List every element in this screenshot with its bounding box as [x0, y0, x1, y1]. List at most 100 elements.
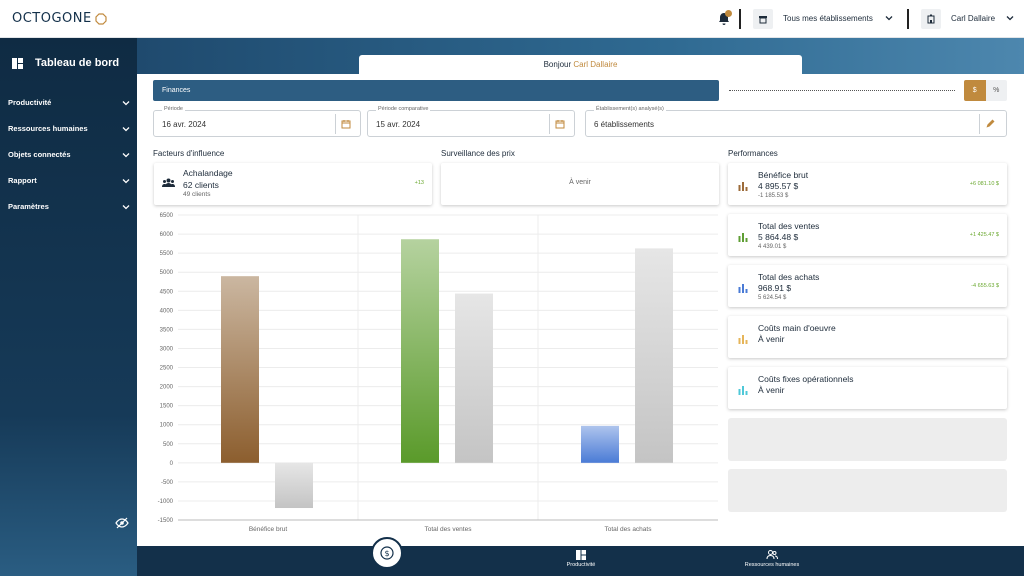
performance-title: Total des ventes — [758, 221, 820, 231]
chevron-down-icon — [122, 178, 130, 183]
bar — [455, 293, 493, 463]
sidebar-title: Tableau de bord — [35, 57, 120, 69]
notification-badge — [725, 10, 732, 17]
field-label: Établissement(s) analysé(s) — [594, 106, 666, 112]
y-tick-label: 4500 — [160, 289, 174, 295]
calendar-icon — [341, 120, 350, 129]
performance-delta: +1 425.47 $ — [969, 232, 999, 238]
performance-delta: +6 081.10 $ — [969, 181, 999, 187]
finances-nav-button[interactable]: $ — [371, 537, 403, 569]
toggle-percent[interactable]: % — [985, 80, 1007, 101]
field-label: Période — [162, 106, 185, 112]
currency-toggle: $ % — [964, 80, 1007, 101]
y-tick-label: 2000 — [160, 385, 174, 391]
performance-title: Coûts main d'oeuvre — [758, 323, 836, 333]
building-icon — [927, 14, 935, 24]
y-tick-label: 5500 — [160, 251, 174, 257]
performance-value: 5 864.48 $ — [758, 232, 799, 242]
sidebar-item-ressources-humaines[interactable]: Ressources humaines — [8, 124, 130, 133]
y-tick-label: -1500 — [158, 518, 174, 524]
y-tick-label: -1000 — [158, 499, 174, 505]
sidebar-item-parametres[interactable]: Paramètres — [8, 202, 130, 211]
performance-sub: 4 439.01 $ — [758, 244, 787, 250]
edit-button[interactable] — [979, 114, 999, 134]
chevron-down-icon[interactable] — [885, 14, 893, 22]
bar-chart-icon — [738, 284, 748, 293]
performance-value: À venir — [758, 334, 785, 344]
section-performances: Performances — [728, 149, 778, 158]
performance-sub: -1 185.53 $ — [758, 193, 789, 199]
calendar-button[interactable] — [335, 114, 355, 134]
factor-card-achalandage[interactable]: Achalandage 62 clients 49 clients +13 — [154, 163, 432, 205]
performance-card[interactable]: Total des achats 968.91 $ 5 624.54 $ -4 655… — [728, 265, 1007, 307]
y-tick-label: 2500 — [160, 366, 174, 372]
field-value: 6 établissements — [594, 120, 655, 129]
sidebar-item-label: Productivité — [8, 98, 52, 107]
sidebar-item-label: Rapport — [8, 176, 37, 185]
pencil-icon — [986, 119, 994, 128]
sidebar-item-objets-connectes[interactable]: Objets connectés — [8, 150, 130, 159]
eye-off-icon[interactable] — [115, 517, 129, 529]
svg-text:$: $ — [384, 549, 389, 558]
user-icon-box[interactable] — [921, 9, 941, 29]
bar — [401, 239, 439, 463]
prices-status: À venir — [569, 179, 591, 186]
performance-delta: -4 655.63 $ — [971, 283, 999, 289]
field-label: Période comparative — [376, 106, 431, 112]
factor-delta: +13 — [414, 180, 424, 186]
bar-chart-icon — [738, 335, 748, 344]
y-tick-label: 6500 — [160, 213, 174, 219]
greeting: Bonjour Carl Dallaire — [359, 55, 802, 75]
performance-value: 968.91 $ — [758, 283, 792, 293]
octagon-logo-icon — [95, 12, 107, 25]
divider — [907, 9, 909, 29]
prices-card: À venir — [441, 163, 719, 205]
bar — [635, 248, 673, 463]
factor-title: Achalandage — [183, 168, 233, 178]
bottom-nav-ressources-humaines[interactable]: Ressources humaines — [734, 550, 810, 568]
store-icon-box[interactable] — [753, 9, 773, 29]
period-field[interactable]: Période 16 avr. 2024 — [153, 106, 361, 137]
x-tick-label: Bénéfice brut — [249, 526, 287, 533]
performance-title: Total des achats — [758, 272, 820, 282]
performance-card[interactable]: Coûts main d'oeuvre À venir — [728, 316, 1007, 358]
chevron-down-icon[interactable] — [1006, 14, 1014, 22]
app-logo[interactable]: OCTOGONE — [12, 11, 107, 26]
finances-tab[interactable]: Finances — [153, 80, 719, 101]
y-tick-label: 1500 — [160, 404, 174, 410]
sidebar-item-label: Ressources humaines — [8, 124, 88, 133]
sidebar-item-productivite[interactable]: Productivité — [8, 98, 130, 107]
logo-text: OCTOGONE — [12, 11, 92, 26]
bar — [581, 425, 619, 463]
bar — [221, 276, 259, 463]
sidebar-item-rapport[interactable]: Rapport — [8, 176, 130, 185]
bar-chart-icon — [738, 233, 748, 242]
top-bar: OCTOGONE Tous mes établissements Carl Da… — [0, 0, 1024, 38]
y-tick-label: 5000 — [160, 270, 174, 276]
establishments-field[interactable]: Établissement(s) analysé(s) 6 établissem… — [585, 106, 1007, 137]
performance-card[interactable]: Bénéfice brut 4 895.57 $ -1 185.53 $ +6 081… — [728, 163, 1007, 205]
performance-value: À venir — [758, 385, 785, 395]
dollar-circle-icon: $ — [380, 546, 394, 560]
y-tick-label: 0 — [170, 461, 174, 467]
bottom-nav-productivite[interactable]: Productivité — [556, 550, 606, 568]
section-factors: Facteurs d'influence — [153, 149, 225, 158]
y-tick-label: 3000 — [160, 346, 174, 352]
bottom-nav-label: Ressources humaines — [744, 562, 800, 568]
performance-card[interactable]: Coûts fixes opérationnels À venir — [728, 367, 1007, 409]
calendar-button[interactable] — [549, 114, 569, 134]
sidebar-item-label: Paramètres — [8, 202, 49, 211]
toggle-dollar[interactable]: $ — [964, 80, 986, 101]
y-tick-label: 6000 — [160, 232, 174, 238]
store-icon — [759, 16, 767, 24]
establishments-selector[interactable]: Tous mes établissements — [783, 14, 873, 23]
x-tick-label: Total des ventes — [425, 526, 473, 533]
x-tick-label: Total des achats — [605, 526, 653, 533]
y-tick-label: 500 — [163, 442, 174, 448]
performance-card[interactable]: Total des ventes 5 864.48 $ 4 439.01 $ +1 4… — [728, 214, 1007, 256]
comparative-period-field[interactable]: Période comparative 15 avr. 2024 — [367, 106, 575, 137]
greeting-name: Carl Dallaire — [573, 60, 618, 69]
user-menu[interactable]: Carl Dallaire — [951, 14, 996, 23]
sidebar-dashboard[interactable]: Tableau de bord — [12, 57, 119, 69]
y-tick-label: -500 — [161, 480, 174, 486]
